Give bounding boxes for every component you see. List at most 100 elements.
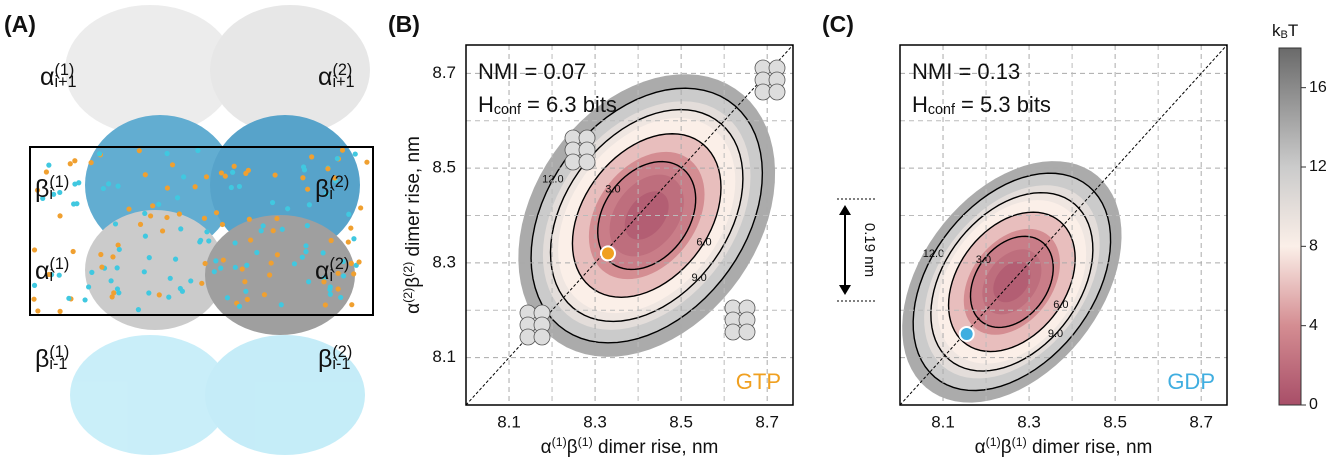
- panel-label: (C): [822, 11, 854, 37]
- text-part: (1): [1012, 435, 1027, 449]
- x-tick-label: 8.1: [497, 412, 521, 431]
- ion: [348, 225, 354, 231]
- ion: [136, 148, 142, 154]
- text-part: β: [567, 437, 578, 458]
- ion: [219, 221, 226, 228]
- text-part: = 6.3 bits: [521, 92, 617, 117]
- ion: [324, 191, 330, 197]
- ion: [195, 147, 201, 154]
- text-part: i: [49, 267, 53, 285]
- ion: [322, 302, 328, 308]
- ion: [31, 247, 38, 253]
- annotation: Hconf = 5.3 bits: [912, 92, 1051, 118]
- ion: [142, 233, 149, 239]
- ion: [112, 221, 119, 227]
- x-tick-label: 8.3: [1017, 412, 1041, 431]
- annotation: NMI = 0.07: [478, 59, 586, 84]
- ion: [304, 223, 310, 229]
- text-part: i-1: [332, 355, 350, 373]
- ion: [254, 249, 260, 256]
- ion: [327, 284, 333, 290]
- ion: [232, 264, 238, 270]
- ion: [335, 286, 341, 292]
- ion: [321, 275, 327, 281]
- text-part: α: [403, 303, 424, 314]
- ion: [247, 237, 254, 243]
- text-part: (1): [49, 343, 69, 361]
- ion: [309, 154, 315, 160]
- subunit-label: β(2) i-1: [318, 343, 352, 373]
- ion: [66, 295, 72, 301]
- ions: [31, 147, 370, 314]
- ion: [236, 183, 243, 190]
- text-part: β: [35, 175, 49, 203]
- y-tick-label: 8.1: [432, 347, 456, 366]
- text-part: α: [35, 257, 49, 285]
- diagonal: [466, 45, 793, 405]
- contour-label: 12.0: [923, 248, 944, 260]
- ion: [57, 213, 63, 219]
- ion: [88, 160, 94, 166]
- text-part: α: [318, 63, 332, 91]
- text-part: β: [1001, 437, 1012, 458]
- molecule-render: [65, 5, 370, 455]
- text-part: (2): [332, 61, 352, 79]
- ion: [204, 229, 210, 235]
- ion: [213, 210, 220, 216]
- ion: [137, 221, 144, 227]
- ion: [146, 255, 152, 261]
- ion: [300, 164, 307, 170]
- ion: [89, 269, 95, 275]
- ion: [224, 295, 231, 301]
- text-part: H: [912, 92, 928, 117]
- ion: [179, 288, 186, 294]
- text-part: β: [315, 175, 329, 203]
- point: [599, 245, 616, 262]
- x-tick-label: 8.3: [583, 412, 607, 431]
- ion: [57, 189, 63, 196]
- ion: [199, 280, 205, 286]
- frame: [465, 44, 794, 406]
- ion: [31, 296, 37, 302]
- ion: [116, 290, 122, 296]
- ion: [258, 228, 264, 234]
- ion: [245, 167, 251, 173]
- ion: [285, 206, 291, 212]
- ion: [109, 294, 115, 300]
- lattice-icon: [533, 328, 551, 346]
- text-part: conf: [494, 102, 521, 118]
- x-tick-label: 8.5: [1103, 412, 1127, 431]
- ion: [260, 223, 266, 229]
- plot-area: 12.0 9.0 6.0 3.0: [900, 45, 1227, 405]
- subunit-label: β(1) i-1: [35, 343, 69, 373]
- ion: [211, 269, 217, 275]
- ion: [174, 195, 181, 201]
- ion: [172, 256, 179, 262]
- lattice-icon: [519, 328, 537, 346]
- text-part: i+1: [54, 73, 76, 91]
- ion: [206, 238, 212, 244]
- ion: [364, 159, 370, 165]
- x-axis-label: α(1)β(1) dimer rise, nm: [975, 435, 1153, 458]
- ion: [236, 303, 243, 309]
- ion: [51, 191, 57, 197]
- ion: [72, 158, 78, 164]
- ion: [349, 302, 355, 308]
- text-part: (1): [54, 61, 74, 79]
- ion: [115, 183, 121, 189]
- y-tick-label: 8.7: [432, 63, 456, 82]
- text-part: β: [35, 345, 49, 373]
- x-tick-label: 8.7: [755, 412, 779, 431]
- ion: [40, 195, 46, 202]
- subunit-label: α(2) i: [315, 255, 349, 285]
- ion: [239, 266, 245, 272]
- scale-label: 0.19 nm: [861, 223, 878, 277]
- point: [958, 325, 975, 342]
- ion: [169, 162, 176, 168]
- ion: [150, 203, 156, 209]
- text-part: k: [1272, 21, 1281, 40]
- ion: [156, 292, 162, 298]
- ion: [232, 240, 238, 246]
- lattice-icon: [578, 153, 596, 171]
